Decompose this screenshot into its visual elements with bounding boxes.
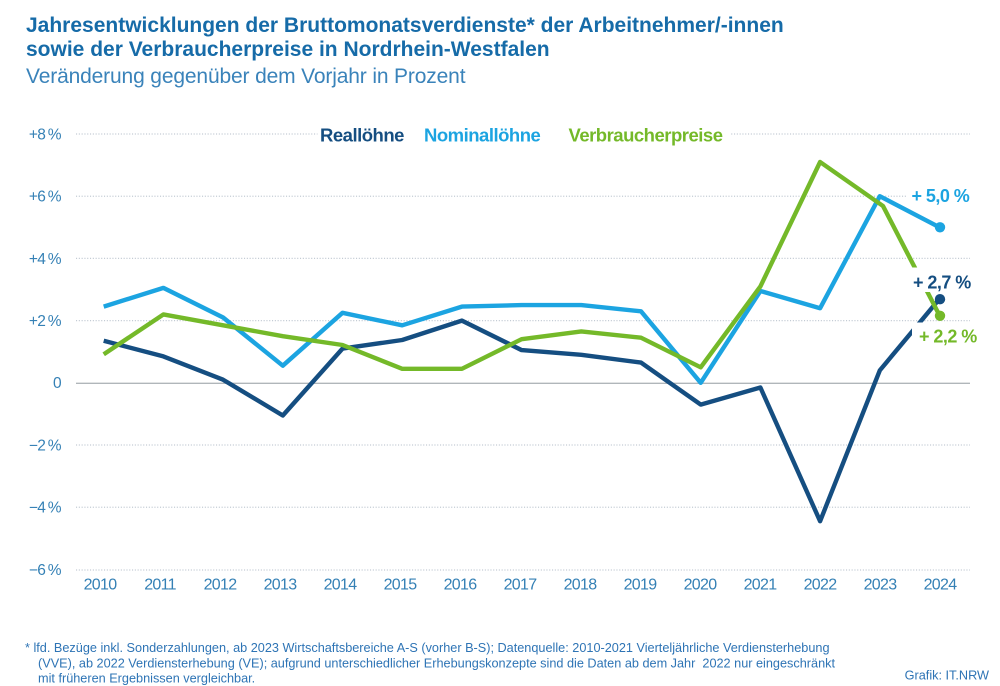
svg-text:2011: 2011 xyxy=(144,577,176,594)
svg-text:Verbraucherpreise: Verbraucherpreise xyxy=(569,124,723,145)
svg-text:* lfd. Bezüge inkl. Sonderzahl: * lfd. Bezüge inkl. Sonderzahlungen, ab … xyxy=(25,641,830,655)
svg-text:2014: 2014 xyxy=(324,577,358,594)
svg-text:2023: 2023 xyxy=(864,577,898,594)
svg-text:+ 2,2 %: + 2,2 % xyxy=(919,326,977,346)
svg-text:2020: 2020 xyxy=(684,577,718,594)
svg-text:−6 %: −6 % xyxy=(29,562,62,579)
svg-text:mit früheren Ergebnissen vergl: mit früheren Ergebnissen vergleichbar. xyxy=(38,672,255,686)
svg-text:+2 %: +2 % xyxy=(29,313,62,330)
svg-text:2010: 2010 xyxy=(84,577,118,594)
svg-text:2021: 2021 xyxy=(744,577,778,594)
svg-text:2022: 2022 xyxy=(804,577,838,594)
svg-text:2012: 2012 xyxy=(204,577,238,594)
svg-text:2024: 2024 xyxy=(924,577,958,594)
svg-text:(VVE), ab 2022 Verdiensterhebu: (VVE), ab 2022 Verdiensterhebung (VE); a… xyxy=(38,657,835,671)
svg-text:+6 %: +6 % xyxy=(29,189,62,206)
svg-text:2015: 2015 xyxy=(384,577,418,594)
svg-text:2016: 2016 xyxy=(444,577,478,594)
svg-text:−2 %: −2 % xyxy=(29,437,62,454)
svg-text:2019: 2019 xyxy=(624,577,658,594)
svg-text:2013: 2013 xyxy=(264,577,298,594)
svg-text:+ 2,7 %: + 2,7 % xyxy=(913,272,971,292)
svg-text:+4 %: +4 % xyxy=(29,251,62,268)
svg-text:Grafik: IT.NRW: Grafik: IT.NRW xyxy=(905,669,989,683)
svg-text:2017: 2017 xyxy=(504,577,538,594)
svg-text:2018: 2018 xyxy=(564,577,598,594)
svg-text:Reallöhne: Reallöhne xyxy=(320,124,404,145)
svg-text:+8 %: +8 % xyxy=(29,126,62,143)
svg-text:0: 0 xyxy=(53,375,62,392)
svg-text:−4 %: −4 % xyxy=(29,500,62,517)
svg-text:+ 5,0 %: + 5,0 % xyxy=(912,186,970,206)
svg-text:Nominallöhne: Nominallöhne xyxy=(424,124,541,145)
